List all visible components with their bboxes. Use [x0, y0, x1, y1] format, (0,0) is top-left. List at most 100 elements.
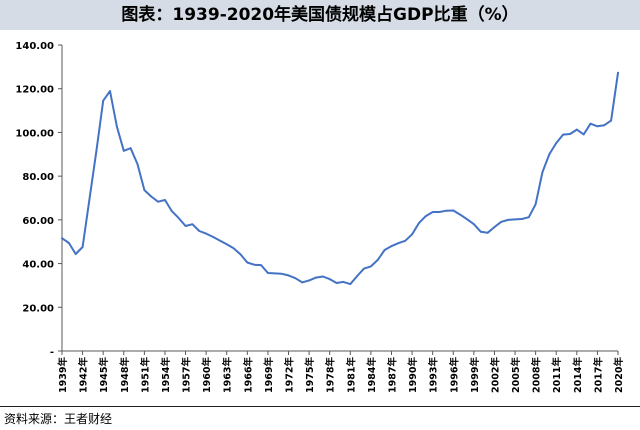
data-point	[569, 133, 571, 135]
x-tick-label: 1990年	[407, 357, 419, 393]
data-point	[102, 99, 105, 102]
data-point	[218, 239, 221, 242]
data-point	[122, 149, 125, 152]
data-point	[411, 233, 413, 236]
data-point	[328, 278, 331, 280]
x-tick-label: 1969年	[263, 357, 275, 393]
y-tick-label: 40.00	[22, 260, 54, 271]
data-point	[390, 245, 393, 247]
data-point	[260, 264, 262, 267]
data-point	[164, 199, 166, 201]
y-tick-label: 140.00	[15, 41, 54, 52]
data-point	[610, 119, 613, 122]
data-point	[198, 230, 201, 232]
data-point	[116, 125, 118, 128]
data-point	[184, 225, 187, 227]
x-tick-label: 1993年	[428, 357, 440, 393]
x-tick-label: 1987年	[386, 357, 398, 393]
data-point	[369, 265, 372, 268]
data-point	[301, 281, 304, 284]
x-tick-label: 1978年	[325, 357, 337, 393]
data-point	[555, 142, 558, 145]
x-tick-label: 2020年	[613, 357, 625, 393]
x-tick-label: 1948年	[119, 357, 131, 393]
data-point	[431, 211, 434, 213]
data-point	[617, 71, 619, 74]
data-point	[246, 261, 249, 264]
y-tick-label: -	[50, 347, 54, 358]
data-point	[109, 90, 111, 93]
data-point	[129, 147, 132, 150]
data-point	[315, 276, 317, 279]
x-tick-label: 2011年	[551, 357, 563, 393]
source-note: 资料来源：王者财经	[4, 412, 113, 426]
data-point	[418, 222, 420, 225]
data-point	[527, 216, 530, 219]
y-tick-label: 20.00	[22, 303, 54, 314]
data-point	[548, 153, 551, 155]
data-point	[575, 128, 578, 131]
data-point	[205, 232, 208, 235]
x-tick-label: 1960年	[201, 357, 213, 393]
footer: 资料来源：王者财经	[0, 406, 640, 430]
data-point	[81, 246, 84, 248]
y-tick-label: 120.00	[15, 85, 54, 96]
data-point	[521, 218, 523, 220]
x-tick-label: 1963年	[222, 357, 234, 393]
line-chart: -20.0040.0060.0080.00100.00120.00140.00 …	[15, 41, 625, 393]
series-layer	[61, 71, 619, 286]
data-point	[582, 133, 585, 136]
data-point	[472, 223, 475, 226]
x-tick-label: 1942年	[78, 357, 90, 393]
data-point	[225, 243, 228, 246]
data-point	[445, 209, 448, 212]
data-point	[500, 220, 503, 223]
x-tick-label: 1951年	[139, 357, 151, 393]
data-point	[143, 189, 146, 192]
x-tick-label: 1945年	[98, 357, 110, 393]
x-tick-label: 1966年	[242, 357, 254, 393]
data-point	[273, 272, 276, 275]
chart-title: 图表：1939-2020年美国债规模占GDP比重（%）	[0, 0, 640, 30]
data-point	[349, 283, 352, 286]
x-tick-label: 2002年	[489, 357, 501, 393]
data-point	[88, 197, 91, 200]
data-point	[267, 272, 269, 274]
x-tick-label: 1975年	[304, 357, 316, 393]
x-tick-label: 1972年	[284, 357, 296, 393]
data-point	[67, 242, 70, 244]
data-point	[253, 263, 256, 266]
data-point	[95, 150, 98, 153]
data-point	[534, 203, 537, 206]
x-tick-label: 2017年	[592, 357, 604, 393]
data-point	[136, 163, 139, 166]
data-point	[74, 253, 77, 255]
data-point	[479, 230, 482, 233]
data-point	[383, 249, 386, 251]
data-point	[541, 171, 544, 173]
y-tick-label: 100.00	[15, 128, 54, 139]
data-point	[280, 272, 283, 275]
y-axis: - 20.00 40.00 60.00 80.00 100.00 120.00 140.00	[15, 41, 63, 358]
data-point	[308, 279, 311, 282]
data-point	[335, 282, 338, 284]
data-point	[438, 211, 441, 213]
data-point	[603, 124, 606, 127]
data-point	[404, 239, 407, 242]
data-point	[191, 223, 194, 226]
y-tick-label: 80.00	[22, 172, 54, 183]
x-tick-label: 1939年	[57, 357, 69, 393]
data-point	[170, 210, 173, 213]
x-tick-label: 2014年	[572, 357, 584, 393]
data-point	[294, 277, 297, 280]
data-point	[514, 218, 516, 221]
y-tick-label: 60.00	[22, 216, 54, 227]
data-point	[493, 226, 496, 228]
data-point	[589, 122, 592, 125]
data-point	[363, 267, 365, 270]
data-point	[562, 133, 564, 136]
x-axis: 1939年 1942年 1945年 1948年 1951年 1954年 1957年 1960年…	[57, 350, 625, 393]
data-point	[177, 217, 180, 220]
data-point	[459, 213, 462, 216]
data-point	[232, 247, 235, 250]
